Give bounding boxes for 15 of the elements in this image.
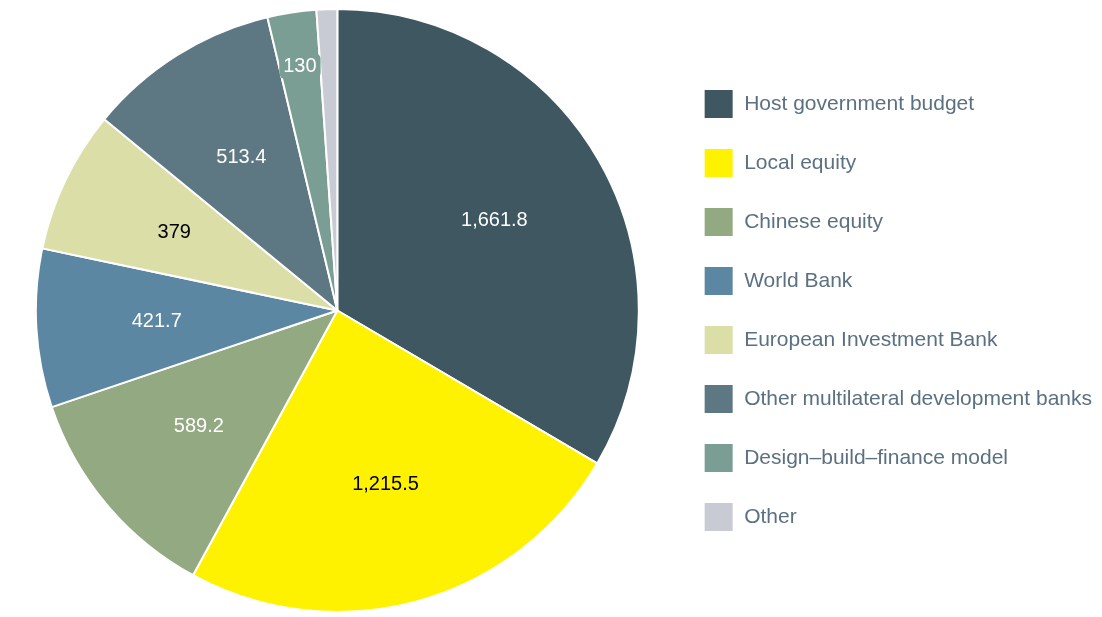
data-label: 130	[283, 53, 317, 76]
legend-label: Host government budget	[744, 90, 975, 114]
data-label: 1,661.8	[461, 208, 528, 231]
legend-label: Other	[744, 503, 797, 527]
data-label: 513.4	[216, 144, 267, 167]
legend-label: Other multilateral development banks	[744, 385, 1092, 409]
legend-label: Chinese equity	[744, 208, 884, 232]
data-label: 421.7	[131, 308, 182, 331]
legend-label: European Investment Bank	[744, 326, 998, 350]
legend-label: Local equity	[744, 149, 857, 173]
data-label: 379	[157, 219, 191, 242]
legend-label: World Bank	[744, 267, 853, 291]
data-label: 1,215.5	[352, 472, 419, 495]
legend-label: Design–build–finance model	[744, 444, 1008, 468]
data-label: 589.2	[173, 414, 224, 437]
